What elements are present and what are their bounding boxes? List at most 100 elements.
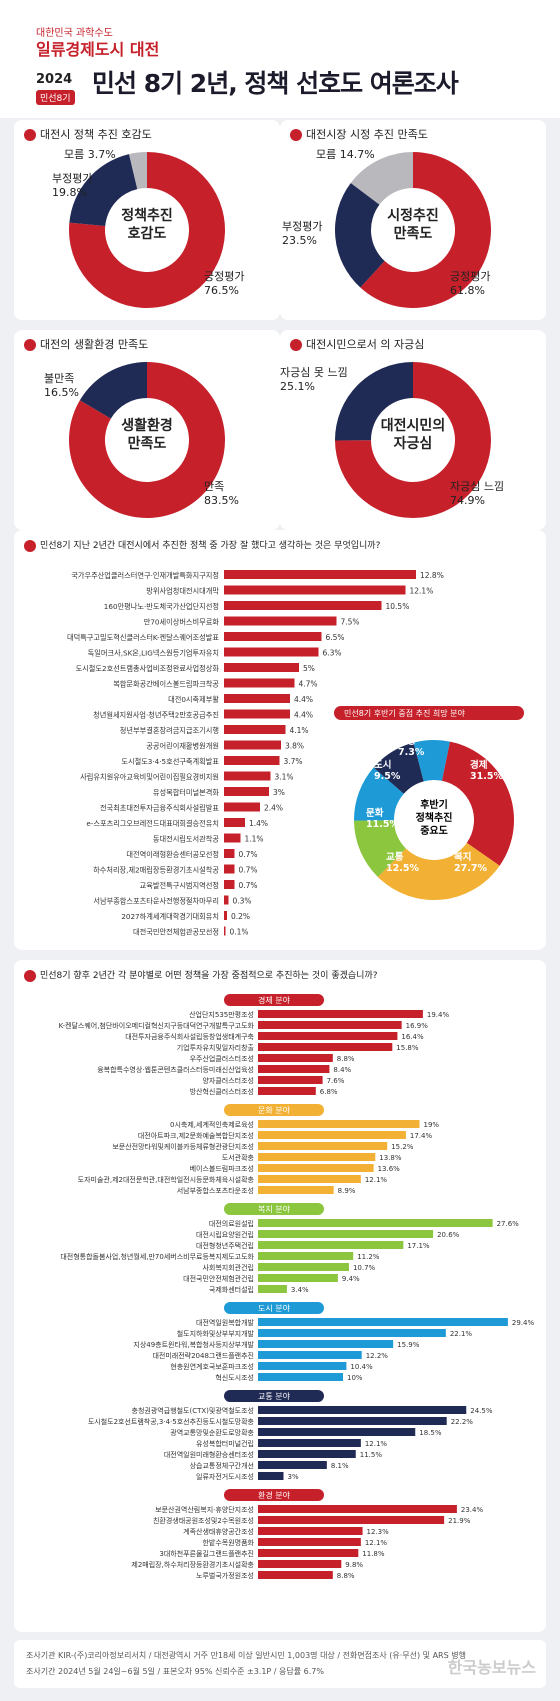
bar bbox=[258, 1417, 447, 1425]
donut-panel-3: 대전시민으로서 의 자긍심 대전시민의 자긍심 자긍심 못 느낌 25.1% 자긍심 … bbox=[280, 330, 546, 530]
bar-label: 2027하계세계대학경기대회유치 bbox=[121, 912, 219, 921]
bar bbox=[258, 1263, 349, 1271]
section-header bbox=[224, 1203, 324, 1215]
bar-value: 1.4% bbox=[249, 819, 268, 828]
section-header-label: 교통 분야 bbox=[258, 1391, 291, 1401]
donut-label: 자긍심 못 느낌 25.1% bbox=[280, 366, 348, 394]
donut-slice bbox=[69, 362, 226, 518]
bar-label: K-켄달스퀘어,첨단바이오메디컬혁신지구등대덕연구개발특구고도화 bbox=[59, 1021, 255, 1030]
bar-value: 19.4% bbox=[427, 1011, 450, 1019]
bar-value: 15.8% bbox=[396, 1044, 419, 1052]
bar-value: 3.8% bbox=[285, 742, 304, 751]
brand-tagline: 대한민국 과학수도 bbox=[36, 28, 113, 39]
bar-label: 복합문화공간베이스볼드림파크착공 bbox=[113, 680, 219, 689]
bar-label: 동대전시립도서관착공 bbox=[153, 835, 220, 844]
bar-value: 0.7% bbox=[239, 850, 258, 859]
bar bbox=[258, 1142, 388, 1150]
bar bbox=[224, 616, 337, 626]
priority-label: 7.3% bbox=[398, 747, 425, 758]
section-header bbox=[224, 1104, 324, 1116]
bar-value: 5% bbox=[303, 664, 315, 673]
bar-label: 베이스볼드림파크조성 bbox=[190, 1164, 254, 1173]
donut-label: 긍정평가 61.8% bbox=[450, 270, 491, 298]
bar bbox=[224, 740, 281, 750]
bar-value: 0.3% bbox=[233, 897, 252, 906]
q1-bar-chart: 국가우주산업클러스터연구·인재개발특화지구지정 12.8% 방위사업청대전시대개막 1… bbox=[67, 570, 524, 937]
donut-panel-1: 대전시장 시정 추진 만족도 시정추진 만족도 모름 14.7% 부정평가 23.5%… bbox=[280, 120, 546, 320]
bar bbox=[224, 911, 227, 920]
bar bbox=[258, 1549, 359, 1557]
bar-value: 0.1% bbox=[230, 928, 249, 937]
bar-value: 0.7% bbox=[239, 866, 258, 875]
donut-panel-2: 대전의 생활환경 만족도 생활환경 만족도 불만족 16.5% 만족 83.5% bbox=[14, 330, 280, 530]
bar-label: 도자미술관,제2대전문학관,대전학일전시등문화체육시설확충 bbox=[78, 1175, 255, 1184]
donut-title: 대전시장 시정 추진 만족도 bbox=[290, 126, 428, 142]
donut-slice bbox=[69, 154, 138, 227]
bar-label: 서남부종합스포츠타운조성 bbox=[177, 1186, 254, 1195]
bar-value: 4.4% bbox=[294, 695, 313, 704]
bar-value: 6.8% bbox=[320, 1088, 338, 1096]
bar-value: 12.1% bbox=[365, 1440, 388, 1448]
donut-center-label: 대전시민의 자긍심 bbox=[380, 418, 446, 452]
section-header-label: 경제 분야 bbox=[258, 995, 291, 1005]
bar-value: 0.2% bbox=[231, 912, 250, 921]
donut-center-label: 시정추진 만족도 bbox=[387, 208, 439, 242]
bar-value: 10% bbox=[347, 1374, 363, 1382]
bar bbox=[224, 895, 229, 905]
bar-value: 22.2% bbox=[451, 1418, 474, 1426]
bar-label: 대덕특구고밀도혁신클러스터K-켄달스퀘어조성발표 bbox=[67, 633, 219, 642]
bar bbox=[224, 756, 280, 765]
bar-value: 23.4% bbox=[461, 1506, 484, 1514]
watermark: 한국농보뉴스 bbox=[447, 1658, 536, 1677]
bar-value: 29.4% bbox=[512, 1319, 535, 1327]
bar bbox=[224, 694, 290, 703]
bar-value: 9.4% bbox=[342, 1275, 360, 1283]
priority-slice bbox=[377, 842, 500, 900]
bar-label: 보문산권역산림복지·휴양단지조성 bbox=[155, 1505, 254, 1514]
bar-label: 대전역일원복합개발 bbox=[196, 1318, 255, 1327]
bar-value: 11.8% bbox=[362, 1550, 385, 1558]
priority-label: 교통 bbox=[386, 852, 404, 863]
priority-center: 정책추진 bbox=[416, 811, 453, 824]
bar bbox=[224, 678, 295, 688]
section-header bbox=[224, 1489, 324, 1501]
donut-label: 불만족 16.5% bbox=[44, 372, 79, 400]
bar-label: 방산혁신클러스터조성 bbox=[190, 1087, 254, 1096]
bar bbox=[258, 1406, 467, 1414]
priority-label: 경제 bbox=[470, 759, 487, 771]
priority-label: 27.7% bbox=[454, 863, 487, 874]
bar bbox=[258, 1252, 354, 1260]
bar-value: 13.8% bbox=[379, 1154, 402, 1162]
donut-slice bbox=[360, 152, 491, 308]
bar bbox=[258, 1527, 363, 1535]
donut-slice bbox=[335, 362, 491, 518]
bar-value: 8.8% bbox=[337, 1572, 355, 1580]
donut-panel-0: 대전시 정책 추진 호감도 정책추진 호감도 모름 3.7% 부정평가 19.8% 긍정… bbox=[14, 120, 280, 320]
bar-label: 대전미래전략2048그랜드플랜추진 bbox=[152, 1351, 254, 1360]
bar bbox=[258, 1571, 333, 1579]
bar bbox=[258, 1274, 338, 1282]
donut-label: 자긍심 느낌 74.9% bbox=[450, 480, 505, 508]
bar bbox=[258, 1241, 404, 1249]
donut-label: 모름 3.7% bbox=[64, 148, 116, 161]
bar bbox=[224, 570, 416, 579]
bar bbox=[258, 1175, 361, 1183]
bar-label: 방위사업청대전시대개막 bbox=[146, 587, 219, 596]
bar bbox=[224, 818, 245, 827]
section-header bbox=[224, 1302, 324, 1314]
bar-label: 국가우주산업클러스터연구·인재개발특화지구지정 bbox=[71, 571, 219, 580]
footer-line-2: 조사기간 2024년 5월 24일~6월 5일 / 표본오차 95% 신뢰수준 … bbox=[26, 1667, 324, 1676]
bar-value: 3.4% bbox=[291, 1286, 309, 1294]
bar-label: 서남부종합스포츠타운사전행정절차마무리 bbox=[93, 897, 219, 906]
bar-label: 친환경생태공원조성및2수목원조성 bbox=[153, 1516, 254, 1525]
bar-label: 기업투자유치및일자리창출 bbox=[177, 1043, 255, 1052]
bar-value: 10.5% bbox=[386, 602, 410, 611]
bar-label: 충청권광역급행철도(CTX)및광역철도조성 bbox=[132, 1406, 254, 1415]
priority-label: 9.5% bbox=[374, 771, 401, 782]
section-header-label: 환경 분야 bbox=[258, 1490, 291, 1500]
donut-center-label: 생활환경 만족도 bbox=[121, 418, 173, 452]
bar bbox=[258, 1285, 287, 1293]
bar-label: 160만평나노·반도체국가산업단지선정 bbox=[104, 602, 219, 611]
priority-label: 11.5% bbox=[366, 819, 399, 830]
